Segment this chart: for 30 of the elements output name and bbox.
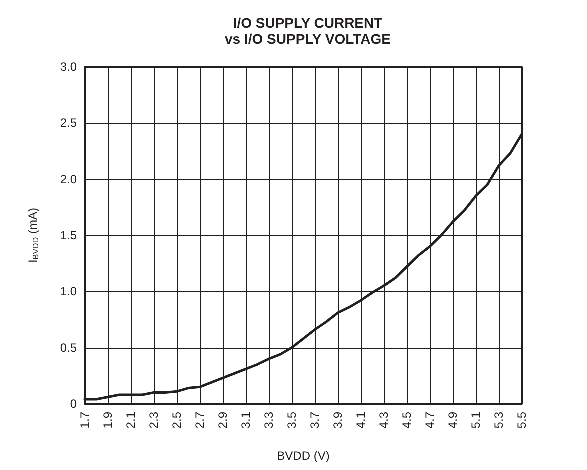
x-tick-label: 3.9 — [331, 412, 345, 429]
x-tick-label: 4.1 — [354, 412, 368, 429]
x-tick-label: 3.3 — [262, 412, 276, 429]
x-tick-label: 2.9 — [216, 412, 230, 429]
x-tick-label: 5.3 — [492, 412, 506, 429]
y-tick-label: 2.0 — [60, 172, 78, 186]
x-tick-label: 2.1 — [124, 412, 138, 429]
y-tick-label: 2.5 — [60, 116, 78, 130]
y-tick-label: 0 — [70, 397, 78, 411]
x-tick-label: 4.3 — [377, 412, 391, 429]
x-tick-label: 5.5 — [515, 412, 529, 429]
y-tick-label: 1.0 — [60, 284, 78, 299]
y-tick-label: 1.5 — [60, 228, 78, 242]
y-tick-label: 0.5 — [60, 340, 78, 355]
x-tick-label: 4.9 — [446, 412, 460, 429]
x-tick-label: 3.5 — [285, 412, 299, 429]
x-axis-title: BVDD (V) — [277, 449, 330, 463]
x-tick-label: 2.5 — [170, 412, 184, 429]
y-tick-label: 3.0 — [60, 60, 78, 74]
x-tick-label: 3.1 — [239, 412, 253, 429]
chart-title: I/O SUPPLY CURRENT vs I/O SUPPLY VOLTAGE — [225, 15, 391, 47]
x-tick-label: 4.5 — [400, 412, 414, 429]
x-tick-label: 2.7 — [193, 412, 207, 429]
x-tick-label: 1.7 — [78, 412, 92, 429]
x-tick-label: 5.1 — [469, 412, 483, 429]
y-axis-title: IBVDD (mA) — [26, 208, 40, 263]
x-tick-label: 1.9 — [101, 412, 115, 429]
x-tick-label: 4.7 — [423, 412, 437, 429]
x-tick-label: 3.7 — [308, 412, 322, 429]
x-tick-label: 2.3 — [147, 412, 161, 429]
